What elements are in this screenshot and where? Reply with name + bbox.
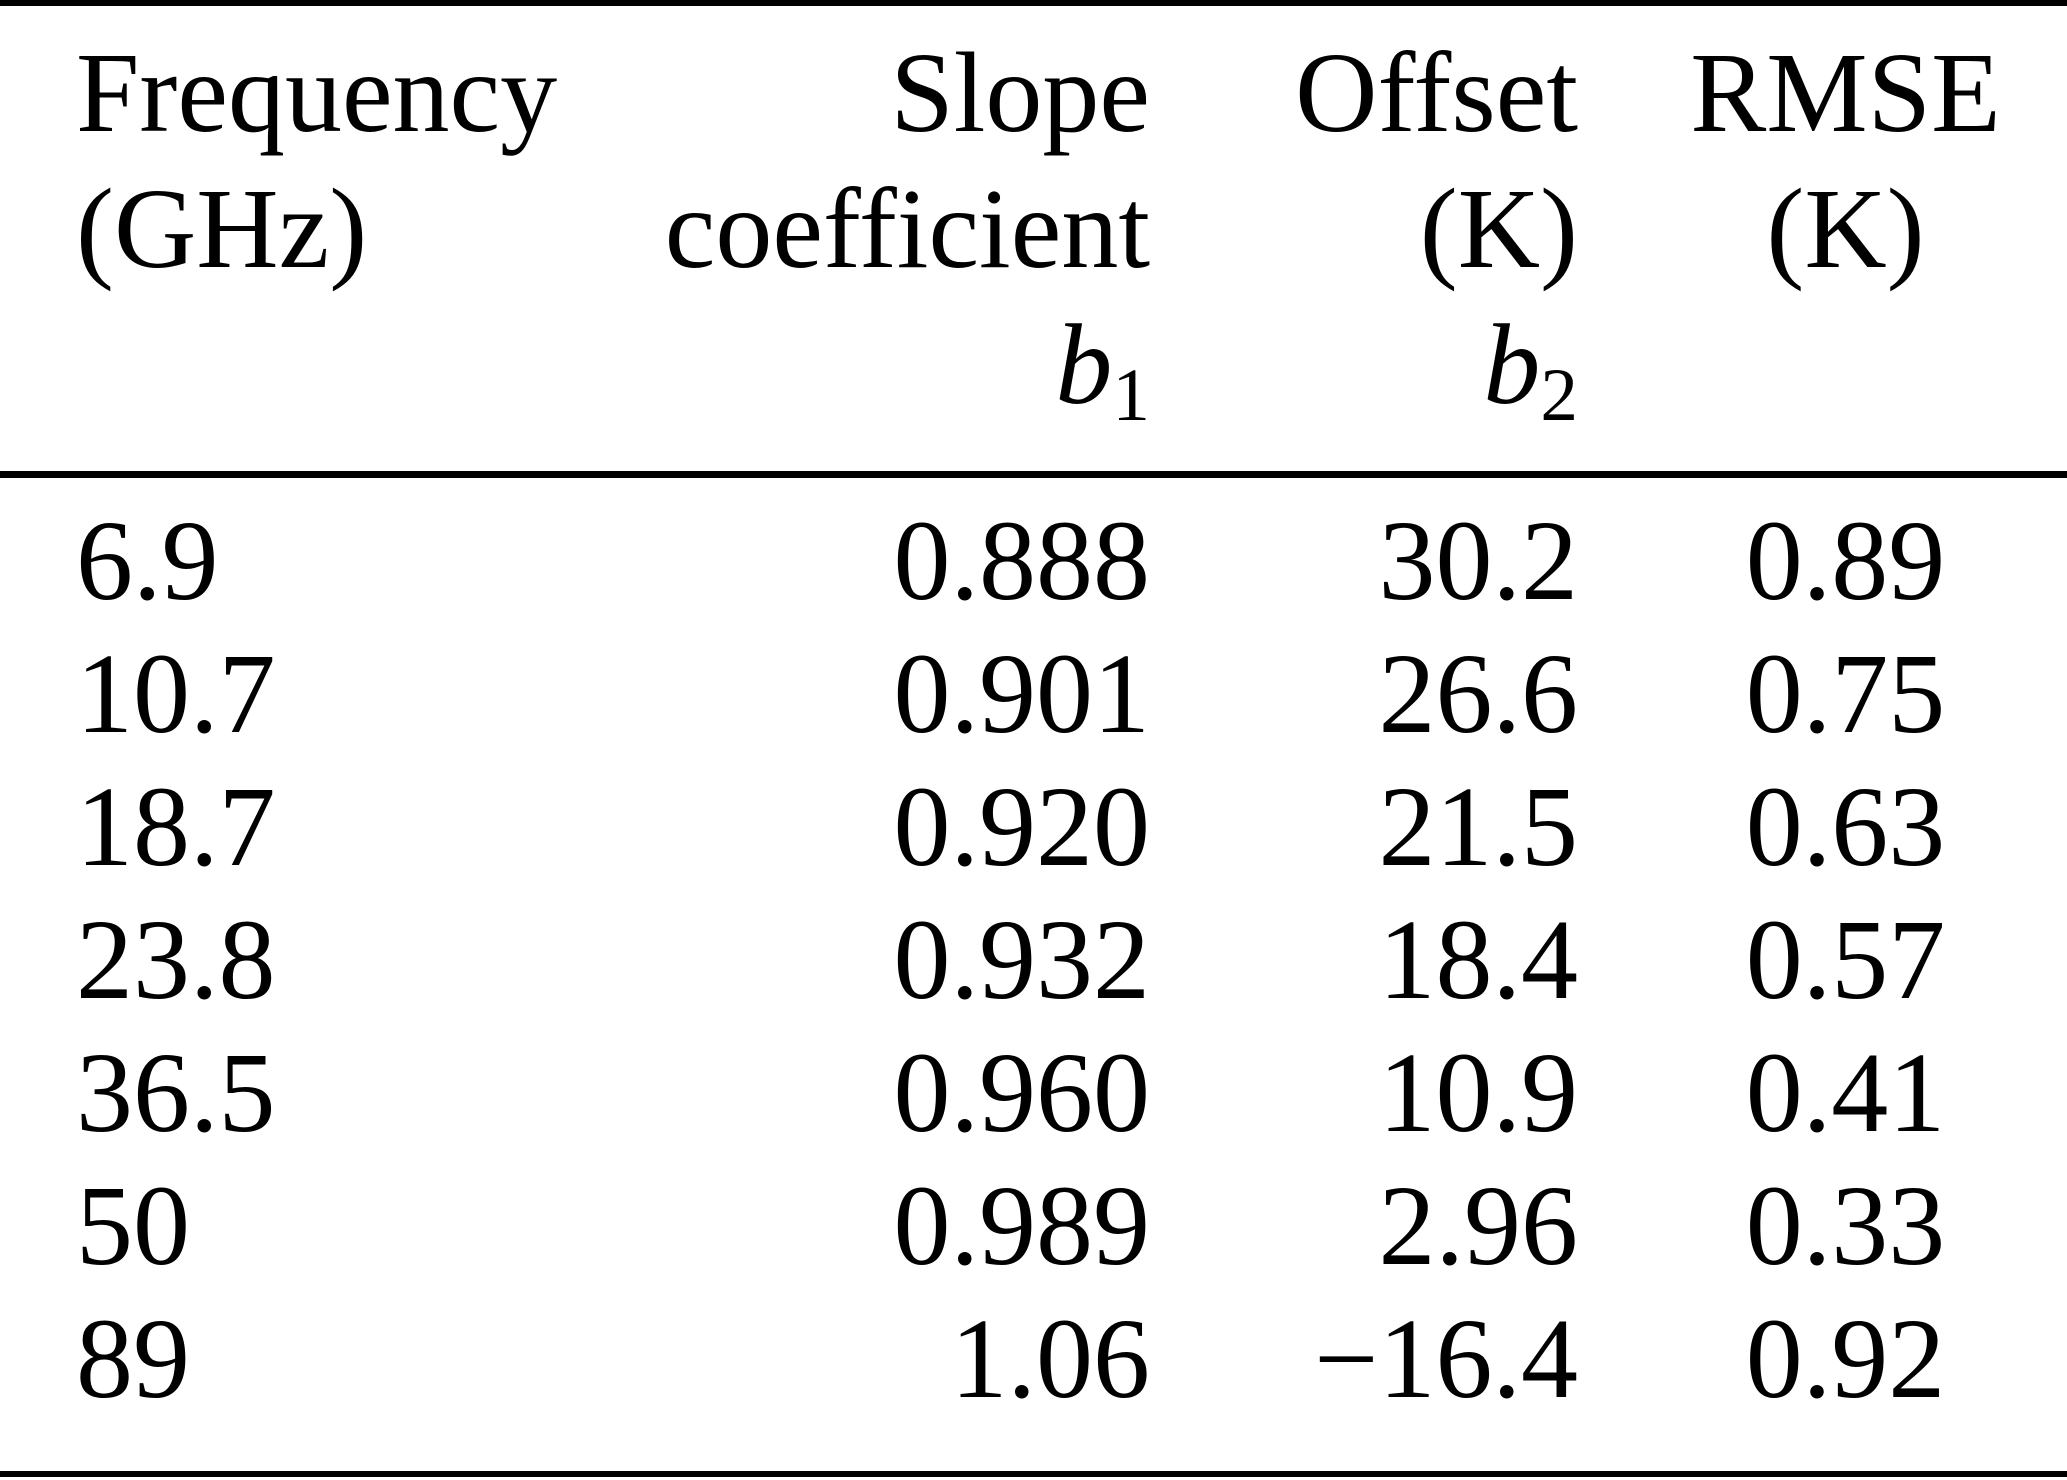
cell-slope-b1: 0.989 — [893, 1162, 1151, 1289]
header-rmse-unit: (K) — [1766, 165, 1925, 292]
cell-frequency: 36.5 — [76, 1029, 276, 1156]
cell-slope-b1: 0.920 — [893, 763, 1151, 890]
cell-rmse: 0.41 — [1745, 1029, 1946, 1156]
cell-offset-b2: 21.5 — [1378, 763, 1579, 890]
col-header-offset: Offset (K) b2 — [1150, 3, 1578, 478]
table-row: 89 1.06 −16.4 0.92 — [0, 1292, 2067, 1474]
cell-frequency: 18.7 — [76, 763, 276, 890]
cell-rmse: 0.75 — [1745, 630, 1946, 757]
cell-frequency: 50 — [76, 1162, 190, 1289]
table-row: 18.7 0.920 21.5 0.63 — [0, 760, 2067, 893]
header-frequency-line1: Frequency — [76, 29, 558, 156]
cell-offset-b2: 10.9 — [1378, 1029, 1579, 1156]
cell-offset-b2: 2.96 — [1378, 1162, 1579, 1289]
cell-slope-b1: 0.960 — [893, 1029, 1151, 1156]
cell-rmse: 0.89 — [1745, 497, 1946, 624]
table-row: 50 0.989 2.96 0.33 — [0, 1159, 2067, 1292]
header-slope-symbol-b1: b1 — [600, 297, 1150, 433]
col-header-rmse: RMSE (K) — [1578, 3, 2067, 478]
col-header-frequency: Frequency (GHz) — [0, 3, 600, 478]
cell-offset-b2: 30.2 — [1378, 497, 1579, 624]
table-row: 6.9 0.888 30.2 0.89 — [0, 475, 2067, 628]
table-row: 36.5 0.960 10.9 0.41 — [0, 1026, 2067, 1159]
header-row: Frequency (GHz) Slope coefficient b1 Off… — [0, 3, 2067, 478]
header-frequency-unit: (GHz) — [76, 165, 368, 292]
cell-rmse: 0.33 — [1745, 1162, 1946, 1289]
cell-frequency: 6.9 — [76, 497, 219, 624]
header-offset-unit: (K) — [1419, 165, 1578, 292]
header-slope-line1: Slope — [890, 29, 1150, 156]
table-row: 10.7 0.901 26.6 0.75 — [0, 627, 2067, 760]
table-body: 6.9 0.888 30.2 0.89 10.7 0.901 26.6 0.75… — [0, 475, 2067, 1475]
cell-rmse: 0.63 — [1745, 763, 1946, 890]
table-header: Frequency (GHz) Slope coefficient b1 Off… — [0, 3, 2067, 478]
cell-offset-b2: 18.4 — [1378, 896, 1579, 1023]
header-rmse-line1: RMSE — [1690, 29, 2001, 156]
math-variable-b: b — [1055, 301, 1113, 428]
cell-frequency: 89 — [76, 1295, 190, 1422]
cell-slope-b1: 1.06 — [950, 1295, 1151, 1422]
cell-frequency: 10.7 — [76, 630, 276, 757]
cell-rmse: 0.92 — [1745, 1295, 1946, 1422]
col-header-slope: Slope coefficient b1 — [600, 3, 1150, 478]
header-slope-line2: coefficient — [664, 165, 1150, 292]
header-offset-symbol-b2: b2 — [1150, 297, 1578, 433]
math-variable-b: b — [1483, 301, 1541, 428]
cell-frequency: 23.8 — [76, 896, 276, 1023]
cell-slope-b1: 0.901 — [893, 630, 1151, 757]
math-subscript-1: 1 — [1112, 353, 1150, 437]
cell-slope-b1: 0.888 — [893, 497, 1151, 624]
table-row: 23.8 0.932 18.4 0.57 — [0, 893, 2067, 1026]
cell-rmse: 0.57 — [1745, 896, 1946, 1023]
cell-offset-b2: −16.4 — [1314, 1295, 1578, 1422]
cell-offset-b2: 26.6 — [1378, 630, 1579, 757]
math-subscript-2: 2 — [1540, 353, 1578, 437]
header-offset-line1: Offset — [1295, 29, 1578, 156]
cell-slope-b1: 0.932 — [893, 896, 1151, 1023]
